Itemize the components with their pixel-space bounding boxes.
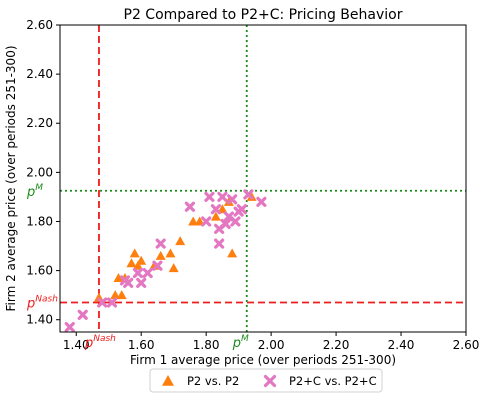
point-p2c-vs-p2c [106, 297, 118, 308]
point-p2c-vs-p2c [210, 204, 222, 215]
chart-title: P2 Compared to P2+C: Pricing Behavior [124, 7, 403, 23]
point-p2-vs-p2 [136, 255, 147, 265]
data-points [64, 189, 267, 333]
point-p2-vs-p2 [168, 263, 179, 273]
legend-label: P2 vs. P2 [187, 374, 239, 388]
plot-area-frame [59, 24, 467, 333]
reference-label-y-nash: pNash [26, 295, 58, 312]
y-axis-ticks: 1.40 1.60 1.80 2.00 2.20 2.40 2.60 [26, 18, 60, 327]
point-p2c-vs-p2c [77, 309, 88, 320]
point-p2-vs-p2 [155, 250, 166, 260]
y-tick-label: 1.60 [26, 264, 53, 278]
point-p2c-vs-p2c [256, 196, 267, 207]
y-tick-label: 1.40 [26, 313, 53, 327]
reference-lines [60, 25, 466, 332]
x-tick-label: 2.40 [388, 338, 415, 352]
y-tick-label: 2.60 [26, 18, 53, 32]
y-tick-label: 1.80 [26, 214, 53, 228]
point-p2c-vs-p2c [132, 267, 144, 279]
point-p2-vs-p2 [188, 216, 199, 226]
point-p2-vs-p2 [132, 260, 143, 270]
reference-line-labels: pNash pNash pM pM [26, 183, 249, 351]
x-tick-label: 2.60 [453, 338, 480, 352]
legend-label: P2+C vs. P2+C [289, 374, 377, 388]
reference-label-x-nash: pNash [84, 334, 116, 351]
point-p2-vs-p2 [113, 272, 124, 282]
x-tick-label: 2.20 [323, 338, 350, 352]
point-p2-vs-p2 [93, 292, 104, 302]
y-tick-label: 2.20 [26, 116, 53, 130]
point-p2-vs-p2 [175, 236, 186, 246]
point-p2-vs-p2 [210, 211, 221, 221]
x-axis-ticks: 1.40 1.60 1.80 2.00 2.20 2.40 2.60 [63, 332, 479, 352]
x-tick-label: 1.40 [63, 338, 90, 352]
point-p2c-vs-p2c [214, 238, 225, 249]
point-p2c-vs-p2c [220, 218, 231, 230]
y-tick-label: 2.00 [26, 165, 53, 179]
point-p2-vs-p2 [227, 248, 238, 258]
y-tick-label: 2.40 [26, 67, 53, 81]
point-p2c-vs-p2c [152, 260, 163, 271]
reference-label-y-m: pM [26, 183, 43, 200]
x-tick-label: 1.80 [193, 338, 220, 352]
point-p2c-vs-p2c [97, 297, 108, 308]
x-tick-label: 2.00 [258, 338, 285, 352]
y-axis-label: Firm 2 average price (over periods 251-3… [4, 45, 18, 311]
point-p2-vs-p2 [165, 248, 176, 258]
point-p2c-vs-p2c [204, 191, 215, 203]
point-p2c-vs-p2c [227, 194, 238, 205]
reference-label-x-m: pM [232, 334, 249, 351]
point-p2c-vs-p2c [243, 189, 254, 200]
point-p2c-vs-p2c [230, 216, 241, 227]
point-p2c-vs-p2c [142, 267, 153, 279]
point-p2-vs-p2 [116, 290, 127, 300]
legend-marker-triangle [162, 375, 174, 386]
point-p2-vs-p2 [126, 258, 137, 268]
point-p2c-vs-p2c [64, 321, 75, 333]
legend: P2 vs. P2 P2+C vs. P2+C [149, 368, 383, 393]
point-p2c-vs-p2c [184, 201, 196, 212]
point-p2c-vs-p2c [217, 191, 228, 203]
x-tick-label: 1.60 [128, 338, 155, 352]
point-p2-vs-p2 [110, 290, 121, 300]
legend-box [149, 368, 383, 393]
legend-marker-x [263, 374, 277, 388]
point-p2c-vs-p2c [236, 204, 247, 215]
point-p2c-vs-p2c [201, 216, 212, 227]
x-axis-label: Firm 1 average price (over periods 251-3… [130, 353, 396, 367]
point-p2-vs-p2 [129, 248, 140, 258]
point-p2c-vs-p2c [155, 238, 166, 249]
point-p2c-vs-p2c [136, 277, 147, 288]
point-p2c-vs-p2c [123, 277, 134, 288]
